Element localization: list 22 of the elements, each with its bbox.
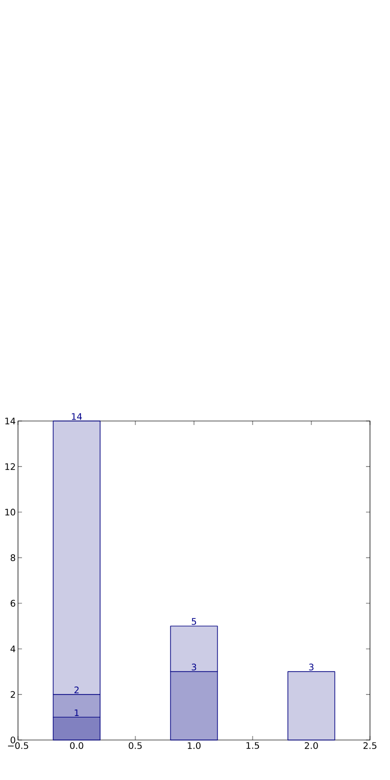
x-tick-label: 2.5 xyxy=(363,742,376,749)
y-tick-label: 14 xyxy=(5,418,16,424)
x-tick-label: 1.5 xyxy=(246,742,260,749)
y-tick-label: 6 xyxy=(10,600,16,607)
annotation: 3 xyxy=(192,664,196,670)
annotation: 5 xyxy=(192,618,196,625)
y-tick-label: 12 xyxy=(5,463,15,470)
y-tick-label: 0 xyxy=(10,736,16,744)
y-tick-label: 10 xyxy=(5,508,16,516)
annotation: 14 xyxy=(72,413,82,420)
y-tick-label: 2 xyxy=(10,691,15,698)
x-tick-label: 0.0 xyxy=(70,742,84,749)
x-tick-label: 0.5 xyxy=(128,742,142,749)
annotation: 1 xyxy=(74,709,79,716)
x-tick-label: −0.5 xyxy=(8,742,28,749)
annotation: 2 xyxy=(74,686,79,694)
y-tick-label: 8 xyxy=(10,554,16,562)
annotation: 3 xyxy=(309,664,314,670)
x-tick-label: 1.0 xyxy=(188,742,201,749)
y-tick-label: 4 xyxy=(10,646,16,652)
bar xyxy=(288,671,336,740)
x-tick-label: 2.0 xyxy=(304,742,318,749)
